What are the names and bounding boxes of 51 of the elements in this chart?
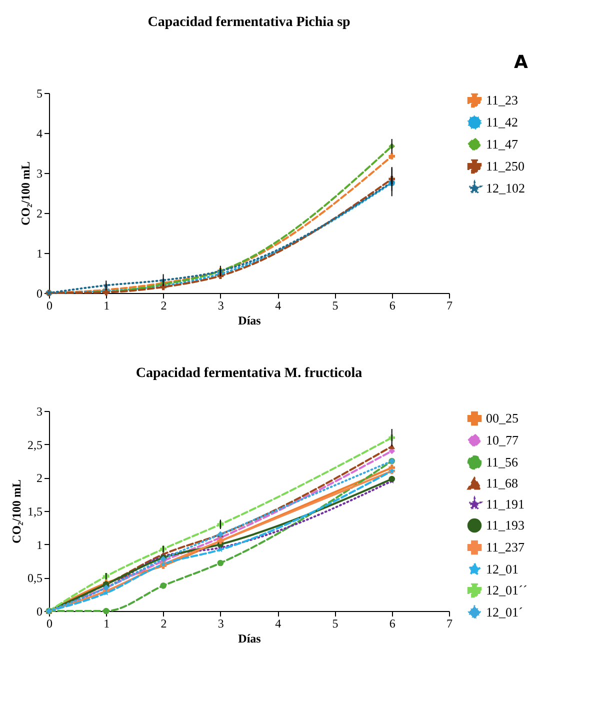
- y-tick-label: 0: [36, 286, 42, 300]
- legend-label: 11_47: [486, 136, 519, 152]
- x-tick-label: 0: [46, 616, 52, 630]
- x-axis-title: Días: [238, 314, 262, 328]
- x-tick-label: 2: [160, 616, 167, 630]
- x-tick-label: 6: [389, 298, 396, 312]
- x-tick-label: 5: [332, 616, 338, 630]
- legend-label: 10_77: [486, 432, 519, 448]
- x-axis-title: Días: [238, 632, 262, 646]
- y-tick-label: 0,5: [28, 571, 42, 586]
- y-tick-label: 0: [36, 604, 42, 618]
- x-tick-label: 1: [104, 616, 110, 630]
- x-tick-label: 3: [218, 298, 224, 312]
- y-tick-label: 1: [36, 246, 42, 260]
- x-tick-label: 7: [446, 616, 452, 630]
- legend-label: 11_193: [486, 518, 525, 532]
- y-tick-label: 1,5: [28, 504, 42, 518]
- x-tick-label: 2: [160, 298, 167, 312]
- chart-title: Capacidad fermentativa M. fructicola: [136, 366, 362, 381]
- legend-label: 11_23: [486, 92, 518, 108]
- x-tick-label: 7: [446, 298, 452, 312]
- legend-label: 11_237: [486, 540, 526, 554]
- y-tick-label: 2,5: [28, 438, 42, 452]
- y-axis-title: CO₂/100 mL: [10, 480, 24, 544]
- y-tick-label: 4: [36, 126, 42, 140]
- x-tick-label: 3: [218, 616, 224, 630]
- x-tick-label: 4: [275, 298, 282, 312]
- y-tick-label: 5: [36, 86, 42, 100]
- legend-label: 00_25: [486, 410, 518, 426]
- legend-label: 11_56: [486, 454, 519, 470]
- legend-label: 11_42: [486, 114, 518, 130]
- chart-title: Capacidad fermentativa Pichia sp: [148, 15, 351, 30]
- legend-label: 12_01´´: [486, 582, 528, 598]
- y-tick-label: 3: [36, 404, 42, 418]
- y-tick-label: 1: [36, 538, 42, 552]
- legend-label: 11_250: [486, 158, 525, 174]
- x-tick-label: 0: [46, 298, 52, 312]
- legend-label: 12_01: [486, 562, 518, 576]
- legend-label: 11_191: [486, 496, 525, 512]
- y-tick-label: 2: [36, 471, 42, 486]
- legend-label: 12_102: [486, 180, 525, 196]
- x-tick-label: 1: [104, 298, 110, 312]
- x-tick-label: 5: [332, 298, 338, 312]
- text: A: [514, 52, 528, 73]
- y-tick-label: 3: [36, 166, 42, 180]
- x-tick-label: 6: [389, 616, 396, 630]
- legend-label: 12_01´: [486, 604, 523, 620]
- y-tick-label: 2: [36, 206, 42, 220]
- y-axis-title: CO₂/100 mL: [18, 162, 32, 226]
- legend-label: 11_68: [486, 476, 518, 490]
- x-tick-label: 4: [275, 616, 282, 630]
